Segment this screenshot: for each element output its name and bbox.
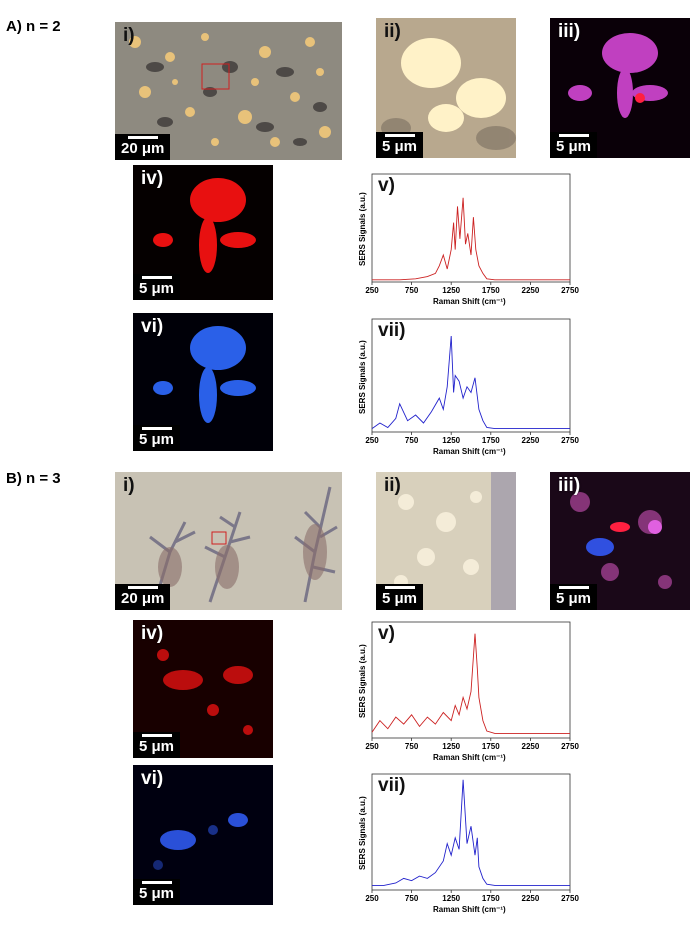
b-iv-red-map: iv) 5 μm [133, 620, 273, 758]
x-tick-label: 1750 [481, 286, 500, 295]
spectrum-line [372, 779, 570, 886]
a-iii-label: iii) [558, 21, 581, 42]
plot-frame [371, 173, 571, 283]
a-i-scale-text: 20 μm [121, 140, 165, 157]
x-tick-label: 750 [404, 742, 419, 751]
x-axis-label: Raman Shift (cm⁻¹) [433, 753, 506, 762]
b-iv-label: iv) [141, 623, 164, 644]
x-tick-label: 1250 [442, 436, 461, 445]
section-b-label: B) n = 3 [6, 470, 61, 487]
x-tick-label: 750 [404, 286, 419, 295]
a-vi-scale-bar: 5 μm [133, 425, 181, 451]
b-i-scale-bar: 20 μm [115, 584, 171, 610]
chart-panel-label: v) [378, 175, 395, 196]
x-tick-label: 750 [404, 436, 419, 445]
a-vi-label: vi) [141, 316, 164, 337]
a-ii-zoom-image: ii) 5 μm [376, 18, 516, 158]
b-ii-scale-bar: 5 μm [376, 584, 424, 610]
b-vi-label: vi) [141, 768, 164, 789]
a-i-label: i) [123, 25, 135, 46]
b-iii-label: iii) [558, 475, 581, 496]
x-tick-label: 250 [365, 894, 379, 903]
b-iii-scale-text: 5 μm [556, 590, 592, 607]
b-i-brightfield-image: i) 20 μm [115, 472, 342, 610]
x-tick-label: 1250 [442, 742, 461, 751]
x-tick-label: 1750 [481, 894, 500, 903]
x-tick-label: 2750 [561, 894, 579, 903]
y-axis-label: SERS Signals (a.u.) [358, 339, 367, 414]
a-ii-scale-text: 5 μm [382, 138, 418, 155]
b-i-scale-text: 20 μm [121, 590, 165, 607]
spectrum-line [372, 197, 570, 281]
a-iii-scale-text: 5 μm [556, 138, 592, 155]
spectrum-line [371, 335, 570, 430]
b-vii-sers-chart: 250 750 1250 1750 2250 2750 vii) Raman Shift (c… [350, 770, 580, 918]
a-v-sers-chart: 250 750 1250 1750 2250 2750 v) Raman Shift (cm⁻… [350, 170, 580, 310]
x-tick-label: 250 [365, 436, 379, 445]
b-ii-label: ii) [384, 475, 401, 496]
x-tick-label: 1250 [442, 894, 461, 903]
plot-frame [371, 318, 571, 433]
plot-frame [371, 621, 571, 739]
x-tick-label: 2250 [521, 286, 540, 295]
x-tick-label: 2750 [561, 436, 579, 445]
a-iii-overlay-map: iii) 5 μm [550, 18, 690, 158]
chart-svg [371, 173, 571, 285]
y-axis-label: SERS Signals (a.u.) [358, 192, 367, 266]
x-tick-label: 2250 [521, 436, 540, 445]
x-tick-label: 2750 [561, 286, 579, 295]
section-a-label: A) n = 2 [6, 18, 61, 35]
b-ii-scale-text: 5 μm [382, 590, 418, 607]
chart-svg [371, 318, 571, 435]
b-v-sers-chart: 250 750 1250 1750 2250 2750 v) Raman Shift (cm⁻… [350, 618, 580, 766]
y-axis-label: SERS Signals (a.u.) [358, 796, 367, 870]
x-axis-label: Raman Shift (cm⁻¹) [433, 447, 506, 456]
a-iii-scale-bar: 5 μm [550, 132, 598, 158]
x-tick-label: 750 [404, 894, 419, 903]
b-vi-scale-bar: 5 μm [133, 879, 181, 905]
a-vi-scale-text: 5 μm [139, 431, 175, 448]
plot-frame [371, 773, 571, 891]
b-iii-overlay-map: iii) 5 μm [550, 472, 690, 610]
b-iii-scale-bar: 5 μm [550, 584, 598, 610]
chart-svg [371, 773, 571, 893]
a-i-brightfield-image: i) 20 μm [115, 22, 342, 160]
a-iv-scale-bar: 5 μm [133, 274, 181, 300]
x-tick-label: 250 [365, 286, 379, 295]
chart-svg [371, 621, 571, 741]
x-tick-label: 2250 [521, 742, 540, 751]
b-i-label: i) [123, 475, 135, 496]
b-ii-zoom-image: ii) 5 μm [376, 472, 516, 610]
a-iv-scale-text: 5 μm [139, 280, 175, 297]
b-iv-scale-text: 5 μm [139, 738, 175, 755]
x-tick-label: 1750 [481, 436, 500, 445]
spectrum-line [371, 633, 570, 734]
x-tick-label: 2750 [561, 742, 579, 751]
chart-panel-label: vii) [378, 320, 406, 341]
x-tick-label: 2250 [521, 894, 540, 903]
a-ii-scale-bar: 5 μm [376, 132, 424, 158]
x-tick-label: 1750 [481, 742, 500, 751]
a-iv-red-map: iv) 5 μm [133, 165, 273, 300]
a-iv-label: iv) [141, 168, 164, 189]
x-tick-label: 250 [365, 742, 379, 751]
b-vi-blue-map: vi) 5 μm [133, 765, 273, 905]
x-axis-label: Raman Shift (cm⁻¹) [433, 905, 506, 914]
x-axis-label: Raman Shift (cm⁻¹) [433, 297, 506, 306]
y-axis-label: SERS Signals (a.u.) [358, 644, 367, 718]
chart-panel-label: v) [378, 623, 395, 644]
b-vi-scale-text: 5 μm [139, 885, 175, 902]
a-vi-blue-map: vi) 5 μm [133, 313, 273, 451]
a-ii-label: ii) [384, 21, 401, 42]
a-i-scale-bar: 20 μm [115, 134, 171, 160]
a-vii-sers-chart: 250 750 1250 1750 2250 2750 vii) Raman Shift (c… [350, 315, 580, 460]
chart-panel-label: vii) [378, 775, 406, 796]
x-tick-label: 1250 [442, 286, 461, 295]
b-iv-scale-bar: 5 μm [133, 732, 181, 758]
